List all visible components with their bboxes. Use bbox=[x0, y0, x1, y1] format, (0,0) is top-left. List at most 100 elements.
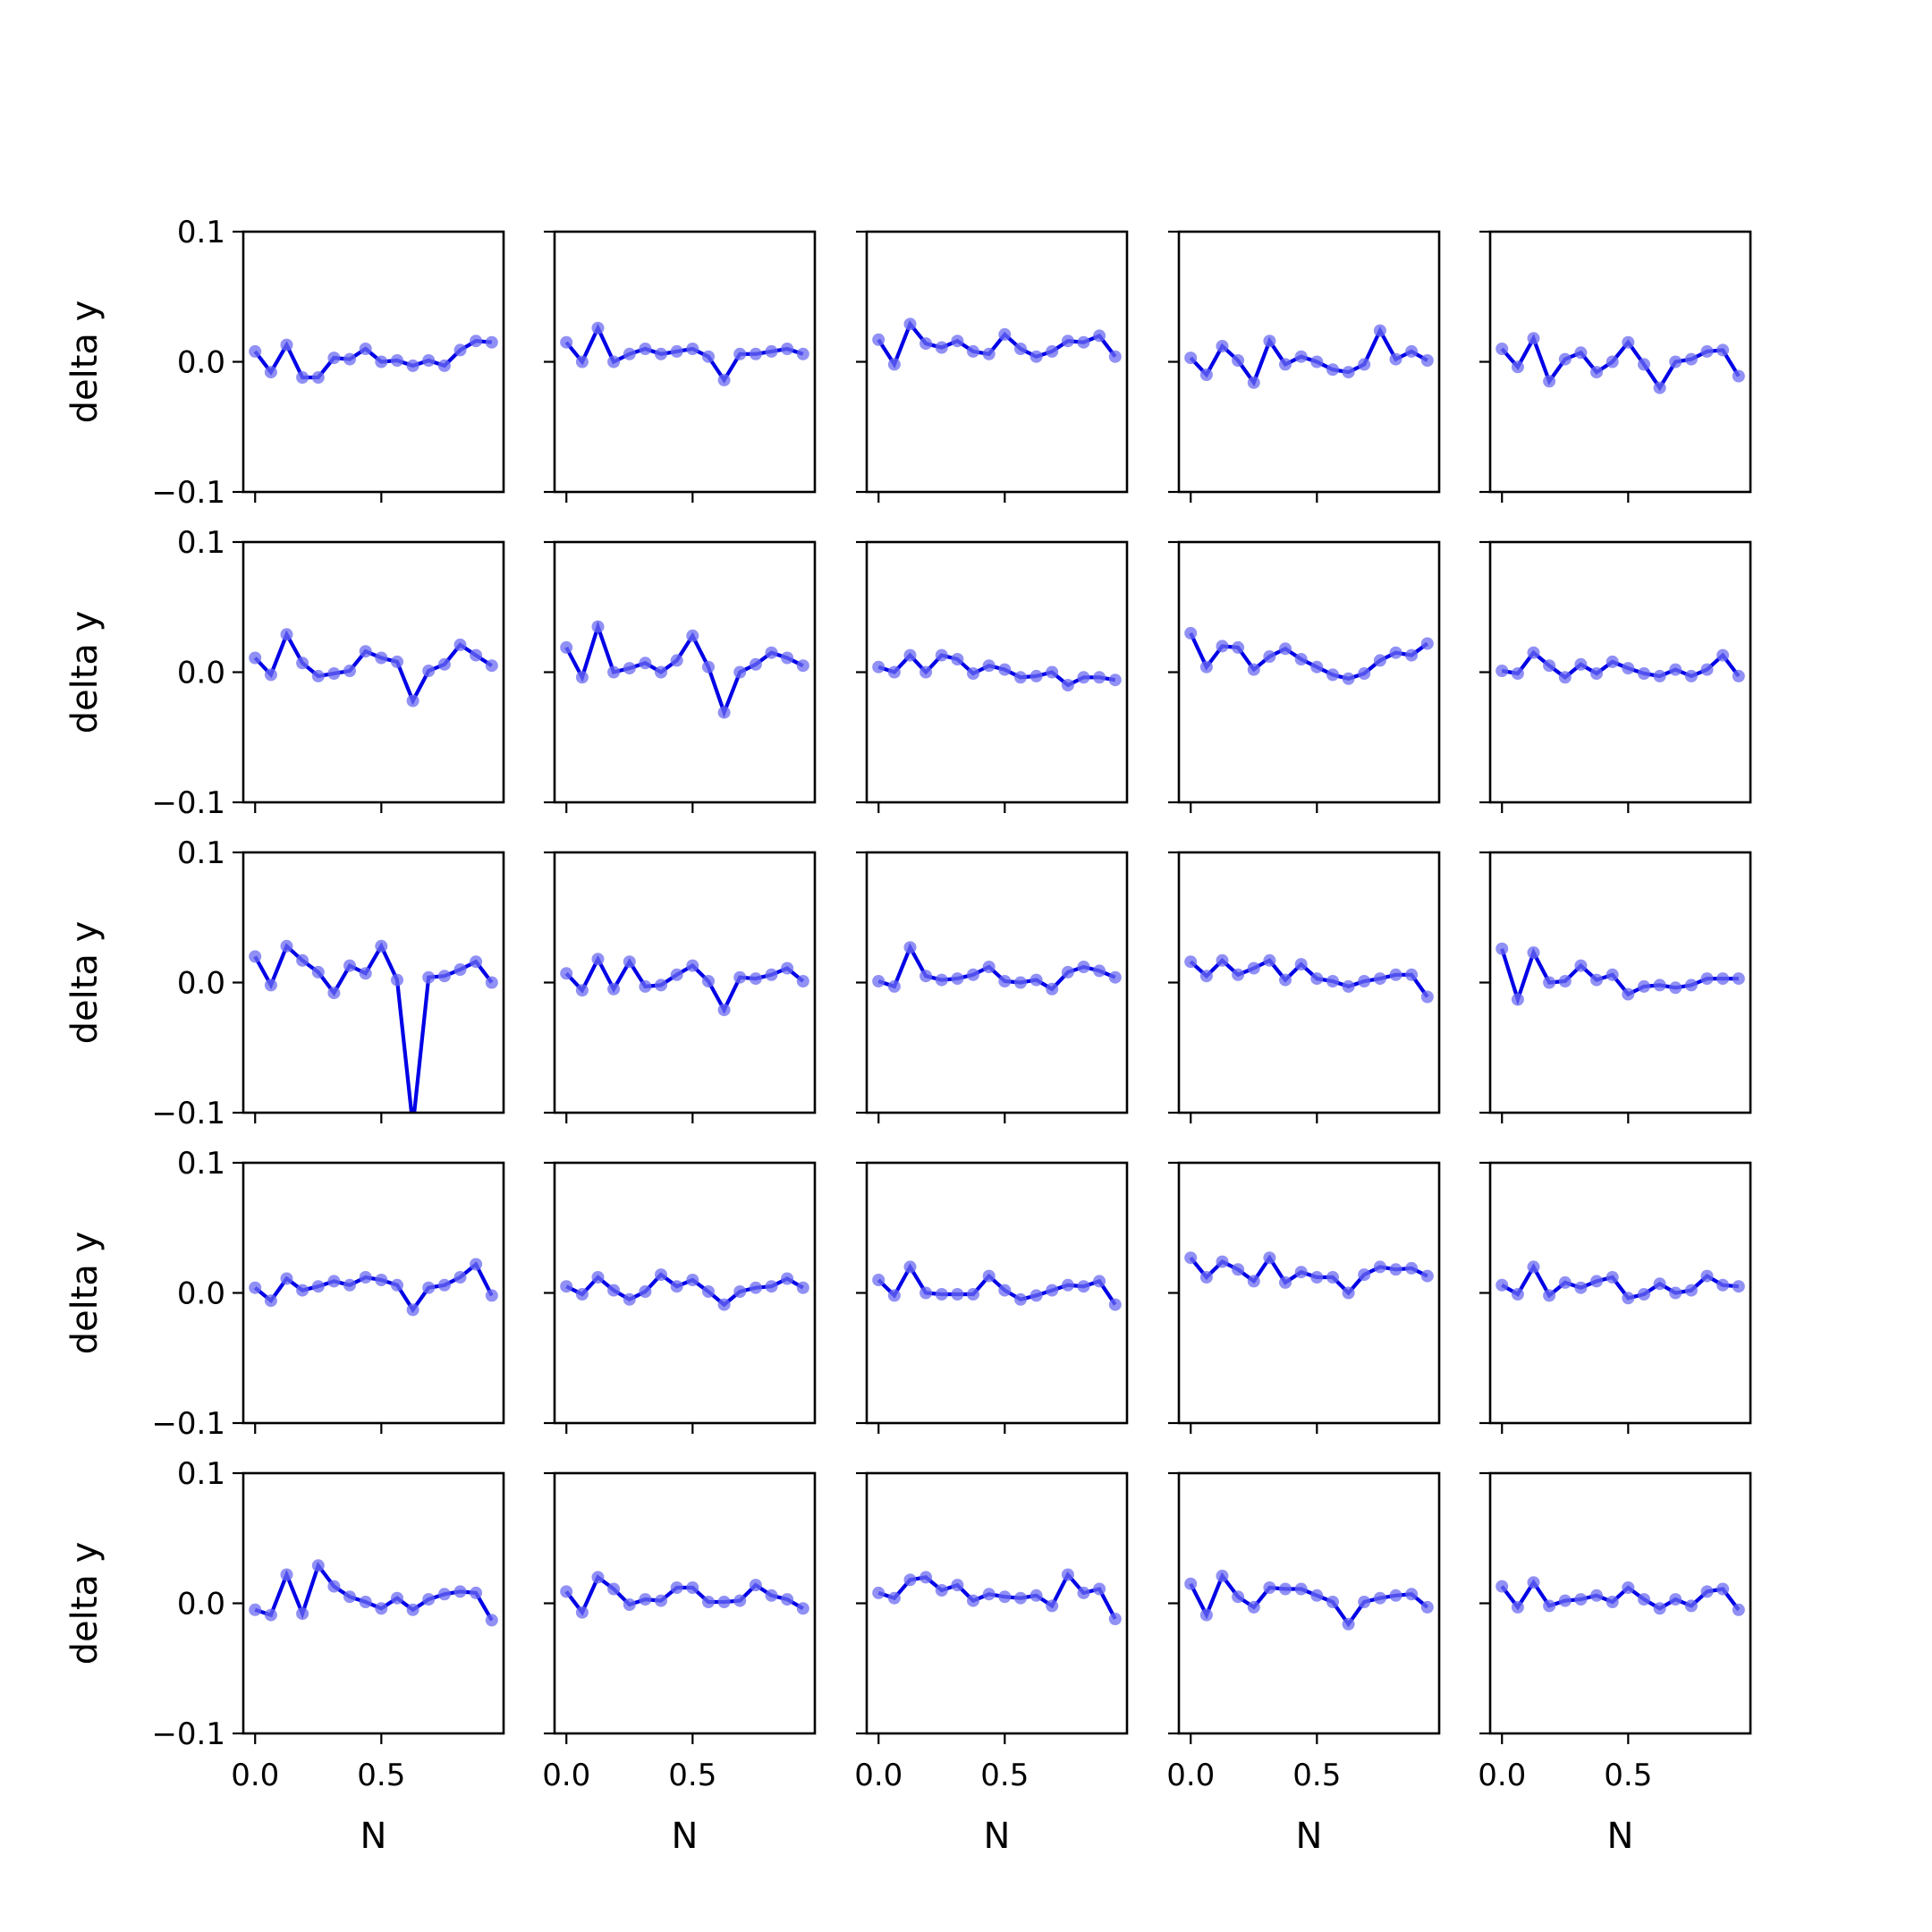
series-group bbox=[249, 628, 498, 708]
series-group bbox=[1184, 1569, 1434, 1631]
data-point bbox=[998, 975, 1012, 987]
data-point bbox=[1373, 1260, 1386, 1274]
data-point bbox=[1199, 1608, 1213, 1622]
data-point bbox=[1358, 1268, 1371, 1282]
data-point bbox=[1684, 1284, 1698, 1297]
data-point bbox=[264, 1294, 277, 1308]
data-point bbox=[296, 371, 309, 384]
data-point bbox=[1108, 1298, 1122, 1311]
data-point bbox=[903, 318, 917, 331]
data-point bbox=[1061, 965, 1074, 979]
data-point bbox=[1279, 358, 1292, 371]
data-point bbox=[280, 1272, 293, 1285]
data-point bbox=[591, 1271, 605, 1284]
data-point bbox=[422, 1593, 436, 1606]
data-point bbox=[781, 651, 794, 665]
data-point bbox=[998, 1590, 1012, 1604]
series-group bbox=[872, 941, 1122, 996]
data-point bbox=[1732, 1280, 1745, 1293]
data-point bbox=[1279, 1582, 1292, 1596]
data-point bbox=[249, 950, 262, 963]
data-point bbox=[437, 970, 451, 983]
data-point bbox=[1420, 990, 1434, 1004]
series-line bbox=[877, 1571, 1117, 1620]
data-point bbox=[1342, 672, 1355, 685]
data-point bbox=[1558, 1594, 1572, 1607]
data-point bbox=[485, 1289, 498, 1302]
data-point bbox=[796, 1602, 809, 1615]
data-point bbox=[591, 620, 605, 633]
subplot-3-5 bbox=[1479, 851, 1752, 1123]
data-point bbox=[655, 1594, 667, 1607]
data-point bbox=[1310, 1271, 1324, 1284]
data-point bbox=[702, 1596, 715, 1608]
data-point bbox=[607, 982, 621, 996]
data-point bbox=[1263, 953, 1276, 967]
plot-area bbox=[243, 542, 504, 802]
data-point bbox=[1216, 640, 1229, 653]
data-point bbox=[1420, 354, 1434, 367]
data-point bbox=[670, 1280, 683, 1293]
data-point bbox=[872, 660, 886, 674]
data-point bbox=[1684, 1599, 1698, 1613]
data-point bbox=[591, 321, 605, 335]
data-point bbox=[1669, 663, 1682, 676]
data-point bbox=[982, 1588, 996, 1601]
data-point bbox=[607, 665, 621, 679]
data-point bbox=[998, 663, 1012, 676]
data-point bbox=[796, 1281, 809, 1294]
data-point bbox=[1061, 335, 1074, 348]
data-point bbox=[1342, 979, 1355, 993]
y-tick-label: −0.1 bbox=[151, 1406, 225, 1442]
data-point bbox=[470, 955, 483, 969]
series-group bbox=[560, 620, 809, 719]
data-point bbox=[1405, 1261, 1419, 1275]
data-point bbox=[437, 359, 451, 372]
data-point bbox=[1638, 358, 1650, 371]
data-point bbox=[1496, 343, 1509, 355]
subplot-1-3 bbox=[856, 230, 1129, 503]
data-point bbox=[998, 327, 1012, 341]
data-point bbox=[982, 961, 996, 973]
subplot-2-2 bbox=[544, 540, 817, 813]
data-point bbox=[575, 671, 589, 684]
data-point bbox=[1046, 1599, 1059, 1613]
data-point bbox=[1310, 972, 1324, 986]
data-point bbox=[327, 987, 341, 1000]
data-point bbox=[591, 1571, 605, 1584]
data-point bbox=[1511, 1600, 1524, 1614]
series-group bbox=[249, 335, 498, 384]
data-point bbox=[1700, 1269, 1714, 1283]
data-point bbox=[1247, 376, 1260, 389]
data-point bbox=[1496, 1278, 1509, 1292]
data-point bbox=[327, 1275, 341, 1288]
data-point bbox=[1622, 1292, 1635, 1305]
series-group bbox=[872, 318, 1122, 371]
data-point bbox=[919, 1571, 933, 1584]
data-point bbox=[749, 347, 762, 360]
data-point bbox=[1061, 1568, 1074, 1581]
data-point bbox=[470, 1586, 483, 1599]
subplot-3-2 bbox=[544, 851, 817, 1123]
data-point bbox=[733, 970, 747, 984]
data-point bbox=[1558, 671, 1572, 684]
plot-area bbox=[1179, 852, 1439, 1113]
data-point bbox=[1389, 1263, 1402, 1276]
data-point bbox=[623, 1598, 636, 1611]
data-point bbox=[375, 651, 388, 665]
data-point bbox=[1232, 1263, 1245, 1276]
data-point bbox=[1732, 972, 1745, 986]
series-group bbox=[1496, 1576, 1745, 1616]
data-point bbox=[982, 347, 996, 360]
data-point bbox=[1184, 352, 1198, 365]
data-point bbox=[1558, 352, 1572, 366]
data-point bbox=[1622, 1581, 1635, 1594]
data-point bbox=[1543, 1289, 1556, 1302]
data-point bbox=[872, 1586, 886, 1599]
data-point bbox=[1247, 962, 1260, 975]
data-point bbox=[967, 344, 979, 358]
data-point bbox=[406, 359, 419, 372]
data-point bbox=[359, 1596, 372, 1608]
data-point bbox=[1216, 1255, 1229, 1268]
data-point bbox=[623, 955, 636, 969]
